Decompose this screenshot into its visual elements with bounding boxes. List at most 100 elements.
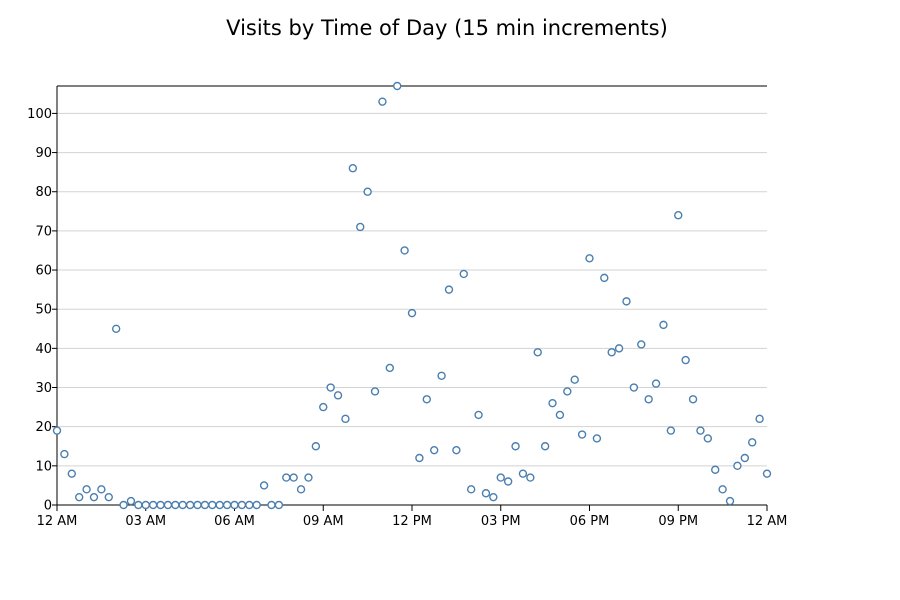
data-point (496, 473, 505, 482)
data-point (141, 500, 150, 510)
x-tick-label: 06 AM (214, 514, 255, 529)
data-point (89, 492, 99, 502)
data-point (134, 500, 143, 510)
data-point (252, 500, 261, 510)
data-point (459, 269, 468, 279)
data-point (592, 434, 602, 443)
data-point (200, 500, 210, 510)
data-point (429, 445, 439, 455)
axes: 0 10 20 30 40 50 60 70 80 90 100 12 AM 03 AM 06 AM 09 … (27, 85, 788, 529)
x-tick-label: 03 AM (125, 514, 166, 529)
data-point (111, 324, 121, 333)
data-point (171, 500, 180, 510)
data-point (282, 473, 291, 482)
data-point (341, 414, 350, 424)
data-point (622, 297, 631, 306)
y-tick-label: 100 (27, 107, 52, 122)
data-point (208, 500, 217, 510)
data-point (437, 371, 446, 380)
data-point (97, 485, 106, 494)
y-tick-label: 20 (35, 420, 52, 435)
data-point (378, 97, 387, 106)
y-tick-label: 80 (35, 185, 52, 200)
data-point (666, 426, 676, 435)
data-point (585, 254, 594, 263)
data-point (67, 469, 76, 478)
data-point (518, 469, 528, 478)
data-point (474, 410, 483, 420)
data-point (644, 395, 653, 404)
data-point (156, 500, 165, 510)
x-tick-label: 12 PM (392, 514, 432, 529)
y-tick-label: 90 (35, 146, 52, 161)
data-point (385, 363, 395, 373)
data-point (489, 492, 498, 502)
y-tick-label: 30 (35, 381, 52, 396)
data-point (119, 500, 128, 510)
data-point (82, 485, 91, 494)
data-point (444, 285, 454, 294)
y-tick-label: 60 (35, 264, 52, 279)
data-point (533, 348, 542, 357)
data-point (481, 489, 491, 498)
data-point (222, 500, 232, 510)
data-point (363, 187, 372, 196)
data-point (193, 500, 202, 510)
data-point (725, 496, 735, 506)
data-point (52, 426, 62, 435)
y-tick-label: 0 (44, 499, 52, 514)
data-point (274, 500, 284, 510)
data-point (503, 477, 513, 486)
data-point (311, 442, 321, 451)
y-tick-label: 40 (35, 342, 52, 357)
data-point (733, 461, 742, 471)
gridlines (57, 112, 767, 467)
data-point (370, 387, 380, 396)
data-point (60, 449, 69, 459)
data-point (570, 375, 579, 384)
y-tick-label: 70 (35, 224, 52, 239)
data-point (540, 442, 550, 451)
data-point (755, 414, 764, 424)
data-point (688, 395, 698, 404)
data-point (422, 395, 431, 404)
data-point (629, 383, 639, 392)
data-point (296, 485, 306, 494)
data-point (674, 211, 683, 220)
data-point (245, 500, 254, 510)
y-tick-label: 10 (35, 459, 52, 474)
y-tick-label: 50 (35, 303, 52, 318)
data-point (466, 485, 476, 494)
data-point (555, 410, 565, 420)
data-point (452, 445, 461, 455)
chart-title: Visits by Time of Day (15 min increments… (226, 16, 668, 40)
x-tick-label: 06 PM (570, 514, 610, 529)
data-point (548, 398, 557, 408)
data-point (178, 500, 187, 510)
data-point (651, 379, 661, 388)
data-point (215, 500, 224, 510)
data-point (718, 485, 727, 494)
data-point (289, 473, 298, 482)
data-point (681, 355, 690, 365)
x-tick-label: 12 AM (747, 514, 788, 529)
data-point (74, 492, 84, 502)
data-point (563, 387, 572, 396)
data-point (637, 340, 646, 349)
data-point (259, 481, 269, 490)
data-point (230, 500, 239, 510)
x-tick-label: 03 PM (481, 514, 521, 529)
data-point (326, 383, 335, 392)
data-point (400, 246, 409, 255)
x-tick-label: 12 AM (37, 514, 78, 529)
data-point (526, 473, 535, 482)
data-point (607, 348, 616, 357)
data-point (711, 465, 720, 474)
data-point (740, 453, 750, 463)
data-point (415, 453, 424, 463)
data-point (748, 438, 757, 447)
data-point (577, 430, 587, 439)
data-point (703, 434, 713, 443)
data-point (659, 320, 668, 330)
